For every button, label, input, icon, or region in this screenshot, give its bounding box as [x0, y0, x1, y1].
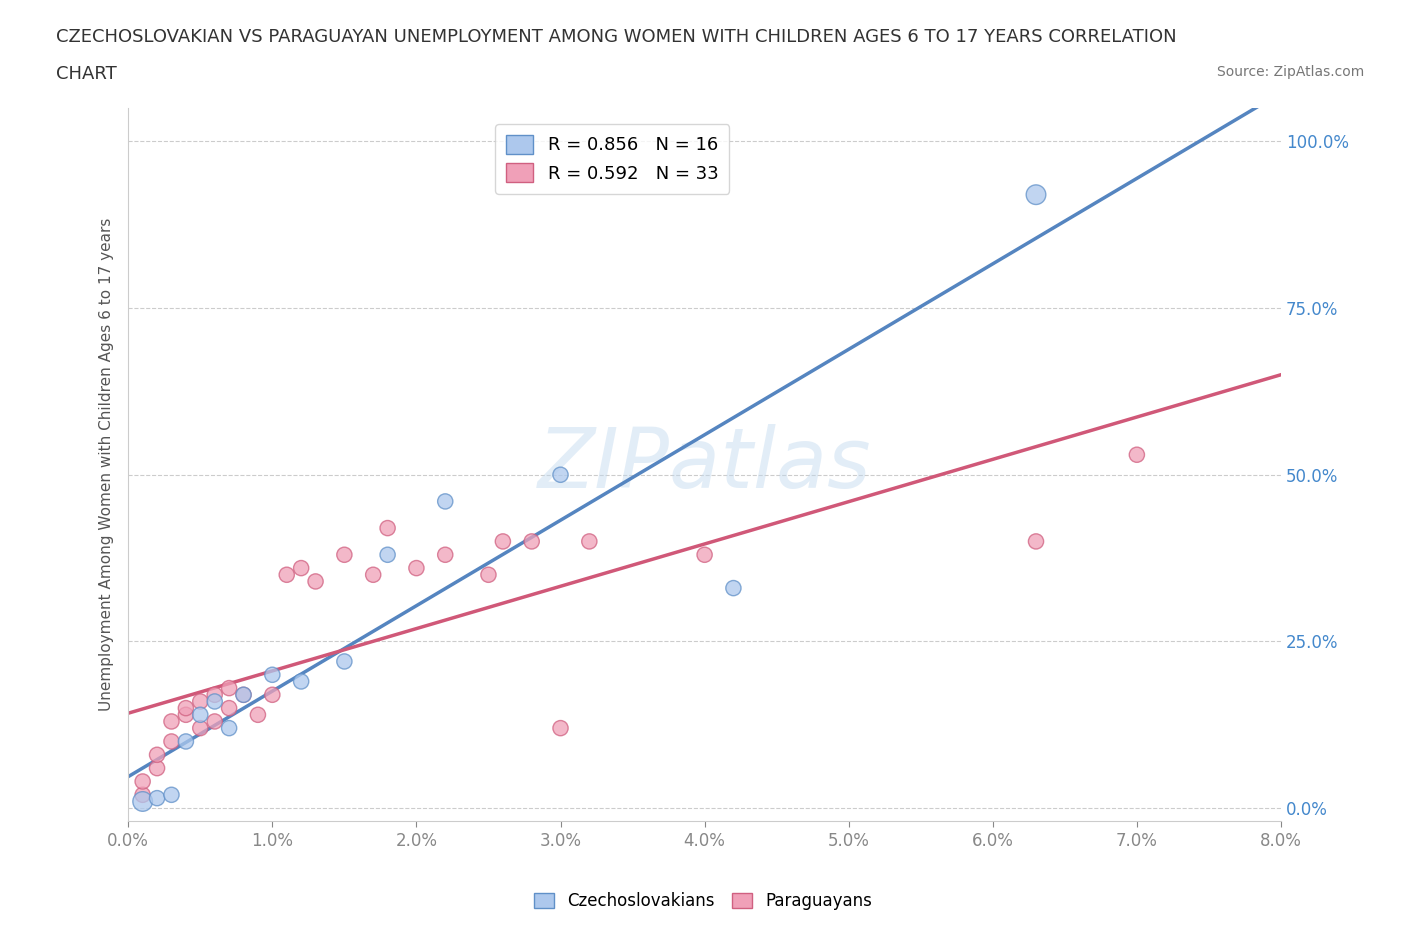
Point [131, 774, 153, 789]
Point [520, 534, 543, 549]
Point [550, 721, 572, 736]
Point [204, 694, 226, 709]
Point [1126, 447, 1149, 462]
Point [174, 708, 197, 723]
Point [1025, 187, 1047, 202]
Point [723, 580, 745, 595]
Point [188, 721, 211, 736]
Point [434, 548, 457, 563]
Point [131, 794, 153, 809]
Text: CZECHOSLOVAKIAN VS PARAGUAYAN UNEMPLOYMENT AMONG WOMEN WITH CHILDREN AGES 6 TO 1: CZECHOSLOVAKIAN VS PARAGUAYAN UNEMPLOYME… [56, 28, 1177, 46]
Point [361, 567, 384, 582]
Point [188, 708, 211, 723]
Point [405, 561, 427, 576]
Point [188, 694, 211, 709]
Point [174, 734, 197, 749]
Point [146, 790, 169, 805]
Point [204, 714, 226, 729]
Point [333, 654, 356, 669]
Point [290, 561, 312, 576]
Point [160, 788, 183, 803]
Point [377, 521, 399, 536]
Point [434, 494, 457, 509]
Point [550, 467, 572, 482]
Point [204, 687, 226, 702]
Point [304, 574, 326, 589]
Point [232, 687, 254, 702]
Text: CHART: CHART [56, 65, 117, 83]
Point [146, 761, 169, 776]
Point [1025, 534, 1047, 549]
Point [578, 534, 600, 549]
Point [477, 567, 499, 582]
Point [492, 534, 515, 549]
Point [290, 674, 312, 689]
Point [276, 567, 298, 582]
Point [218, 700, 240, 715]
Point [218, 681, 240, 696]
Point [246, 708, 269, 723]
Point [146, 748, 169, 763]
Legend: R = 0.856   N = 16, R = 0.592   N = 33: R = 0.856 N = 16, R = 0.592 N = 33 [495, 125, 730, 193]
Text: ZIPatlas: ZIPatlas [537, 424, 872, 505]
Text: Source: ZipAtlas.com: Source: ZipAtlas.com [1216, 65, 1364, 79]
Point [693, 548, 716, 563]
Point [131, 788, 153, 803]
Point [262, 668, 284, 683]
Point [160, 714, 183, 729]
Legend: Czechoslovakians, Paraguayans: Czechoslovakians, Paraguayans [527, 885, 879, 917]
Point [218, 721, 240, 736]
Point [174, 700, 197, 715]
Point [160, 734, 183, 749]
Y-axis label: Unemployment Among Women with Children Ages 6 to 17 years: Unemployment Among Women with Children A… [100, 218, 114, 711]
Point [262, 687, 284, 702]
Point [377, 548, 399, 563]
Point [333, 548, 356, 563]
Point [232, 687, 254, 702]
